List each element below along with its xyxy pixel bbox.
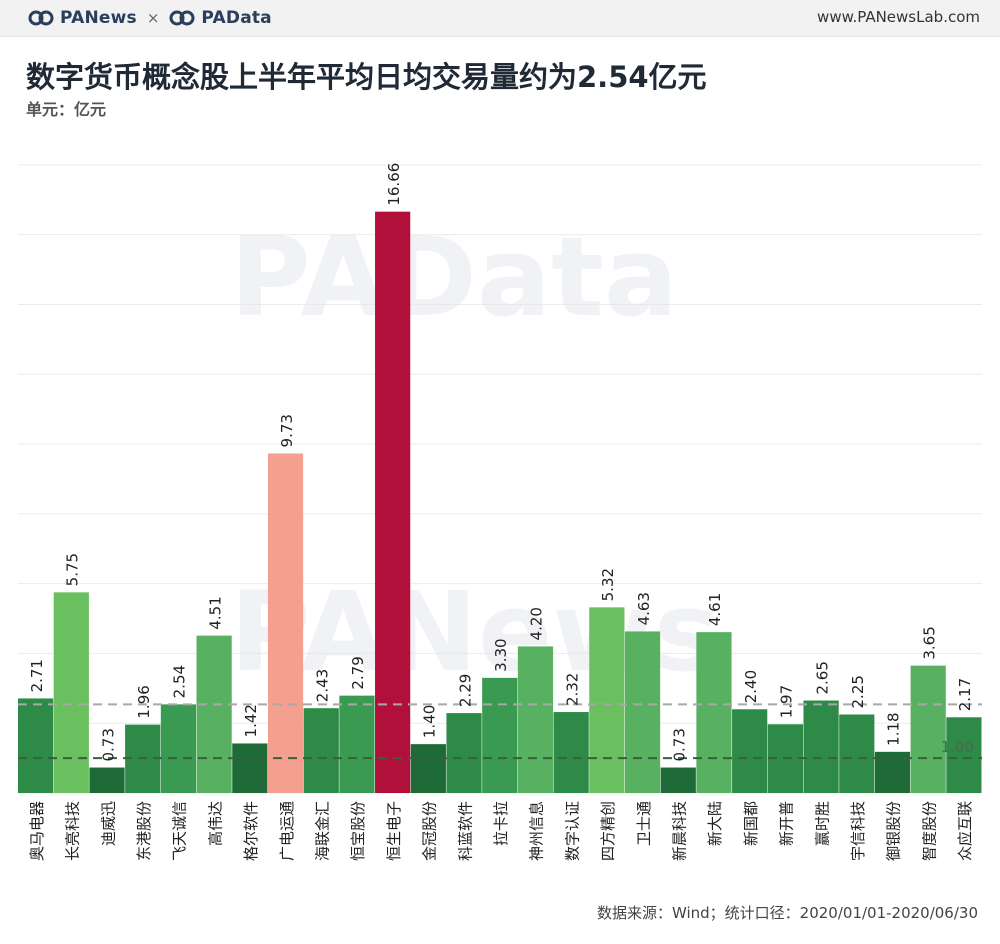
x-tick-label: 神州信息 <box>528 801 546 861</box>
x-tick-label: 数字认证 <box>563 801 581 861</box>
bar <box>517 646 554 793</box>
chart-title: 数字货币概念股上半年平均日均交易量约为2.54亿元 <box>26 60 707 94</box>
value-label: 3.65 <box>920 626 938 659</box>
bar <box>232 743 268 793</box>
unit-label: 单元：亿元 <box>26 100 107 119</box>
value-label: 5.75 <box>64 553 82 586</box>
x-tick-label: 科蓝软件 <box>456 801 474 861</box>
bar <box>839 714 875 793</box>
x-tick-label: 新开普 <box>778 801 796 846</box>
value-label: 1.96 <box>135 685 153 718</box>
watermark-padata: PAData <box>230 213 678 341</box>
brand-padata: PAData <box>201 8 272 28</box>
brand: PANews × PAData <box>28 6 272 30</box>
bar <box>160 704 197 793</box>
x-tick-label: 宇信科技 <box>849 801 867 861</box>
x-tick-label: 飞天诚信 <box>171 801 189 861</box>
bar <box>53 592 89 793</box>
value-label: 1.18 <box>885 712 903 745</box>
bar <box>18 698 54 793</box>
x-tick-label: 卫士通 <box>635 801 653 846</box>
bar <box>732 709 768 793</box>
x-tick-label: 四方精创 <box>599 801 617 861</box>
value-label: 2.17 <box>956 678 974 711</box>
data-source: 数据来源：Wind；统计口径：2020/01/01-2020/06/30 <box>596 904 978 922</box>
x-tick-label: 广电运通 <box>278 801 296 861</box>
value-label: 2.29 <box>456 674 474 707</box>
bar <box>267 453 304 793</box>
x-tick-label: 新晨科技 <box>671 801 689 861</box>
value-label: 0.73 <box>99 728 117 761</box>
value-label: 4.61 <box>706 593 724 626</box>
x-tick-label: 金冠股份 <box>421 801 439 861</box>
value-label: 2.65 <box>813 661 831 694</box>
x-tick-label: 众应互联 <box>956 801 974 861</box>
brand-separator: × <box>146 9 160 27</box>
x-tick-label: 高伟达 <box>206 801 224 846</box>
value-label: 2.79 <box>349 656 367 689</box>
x-tick-label: 恒宝股份 <box>349 801 367 861</box>
bar <box>482 677 518 793</box>
value-label: 4.63 <box>635 592 653 625</box>
bar <box>446 713 482 793</box>
value-label: 16.66 <box>385 163 403 206</box>
x-tick-label: 长亮科技 <box>64 801 82 861</box>
x-tick-label: 拉卡拉 <box>492 801 510 846</box>
value-labels: 2.71 5.75 0.73 1.96 2.54 4.51 1.42 9.73 2.43 2.79… <box>28 163 974 762</box>
value-label: 0.73 <box>671 728 689 761</box>
value-label: 3.30 <box>492 638 510 671</box>
value-label: 2.43 <box>313 669 331 702</box>
value-label: 2.25 <box>849 675 867 708</box>
x-tick-label: 新大陆 <box>706 801 724 846</box>
x-tick-label: 赢时胜 <box>813 801 831 846</box>
x-tick-label: 海联金汇 <box>313 801 331 861</box>
bar <box>589 607 625 793</box>
value-label: 5.32 <box>599 568 617 601</box>
x-tick-label: 奥马电器 <box>28 801 46 861</box>
x-tick-label: 迪威迅 <box>99 801 117 846</box>
bar <box>89 767 125 793</box>
bar <box>660 767 696 793</box>
value-label: 9.73 <box>278 414 296 447</box>
bar <box>303 708 339 793</box>
x-tick-labels: 奥马电器 长亮科技 迪威迅 东港股份 飞天诚信 高伟达 格尔软件 广电运通 海联金汇 恒宝股份 恒生… <box>28 801 974 861</box>
reference-line-label: 1.00 <box>941 738 974 756</box>
bar-chart: PAData PANews 1.00 2.715.750.731.962.544… <box>18 163 982 861</box>
bar <box>375 211 411 793</box>
bar <box>196 635 232 793</box>
bar <box>410 744 446 793</box>
x-tick-label: 恒生电子 <box>385 801 403 861</box>
bar <box>696 632 732 793</box>
x-tick-label: 御银股份 <box>885 801 903 861</box>
value-label: 2.54 <box>171 665 189 698</box>
top-bar: PANews × PAData www.PANewsLab.com <box>0 0 1000 37</box>
x-tick-label: 智度股份 <box>920 801 938 861</box>
site-url[interactable]: www.PANewsLab.com <box>817 8 980 26</box>
x-tick-label: 新国都 <box>742 801 760 846</box>
value-label: 1.42 <box>242 704 260 737</box>
value-label: 1.97 <box>778 685 796 718</box>
bars <box>18 211 982 793</box>
bar <box>624 631 661 793</box>
bar <box>910 665 946 793</box>
value-label: 4.51 <box>206 596 224 629</box>
x-tick-label: 东港股份 <box>135 801 153 861</box>
x-tick-label: 格尔软件 <box>242 801 260 861</box>
value-label: 2.40 <box>742 670 760 703</box>
bar <box>803 700 839 793</box>
brand-panews: PANews <box>60 8 137 28</box>
padata-logo-icon <box>169 10 195 26</box>
bar <box>553 712 589 793</box>
panews-logo-icon <box>28 10 54 26</box>
value-label: 1.40 <box>421 705 439 738</box>
value-label: 4.20 <box>528 607 546 640</box>
reference-lines: 1.00 <box>18 703 982 760</box>
value-label: 2.71 <box>28 659 46 692</box>
value-label: 2.32 <box>563 673 581 706</box>
bar <box>946 717 982 793</box>
bar <box>339 695 375 793</box>
